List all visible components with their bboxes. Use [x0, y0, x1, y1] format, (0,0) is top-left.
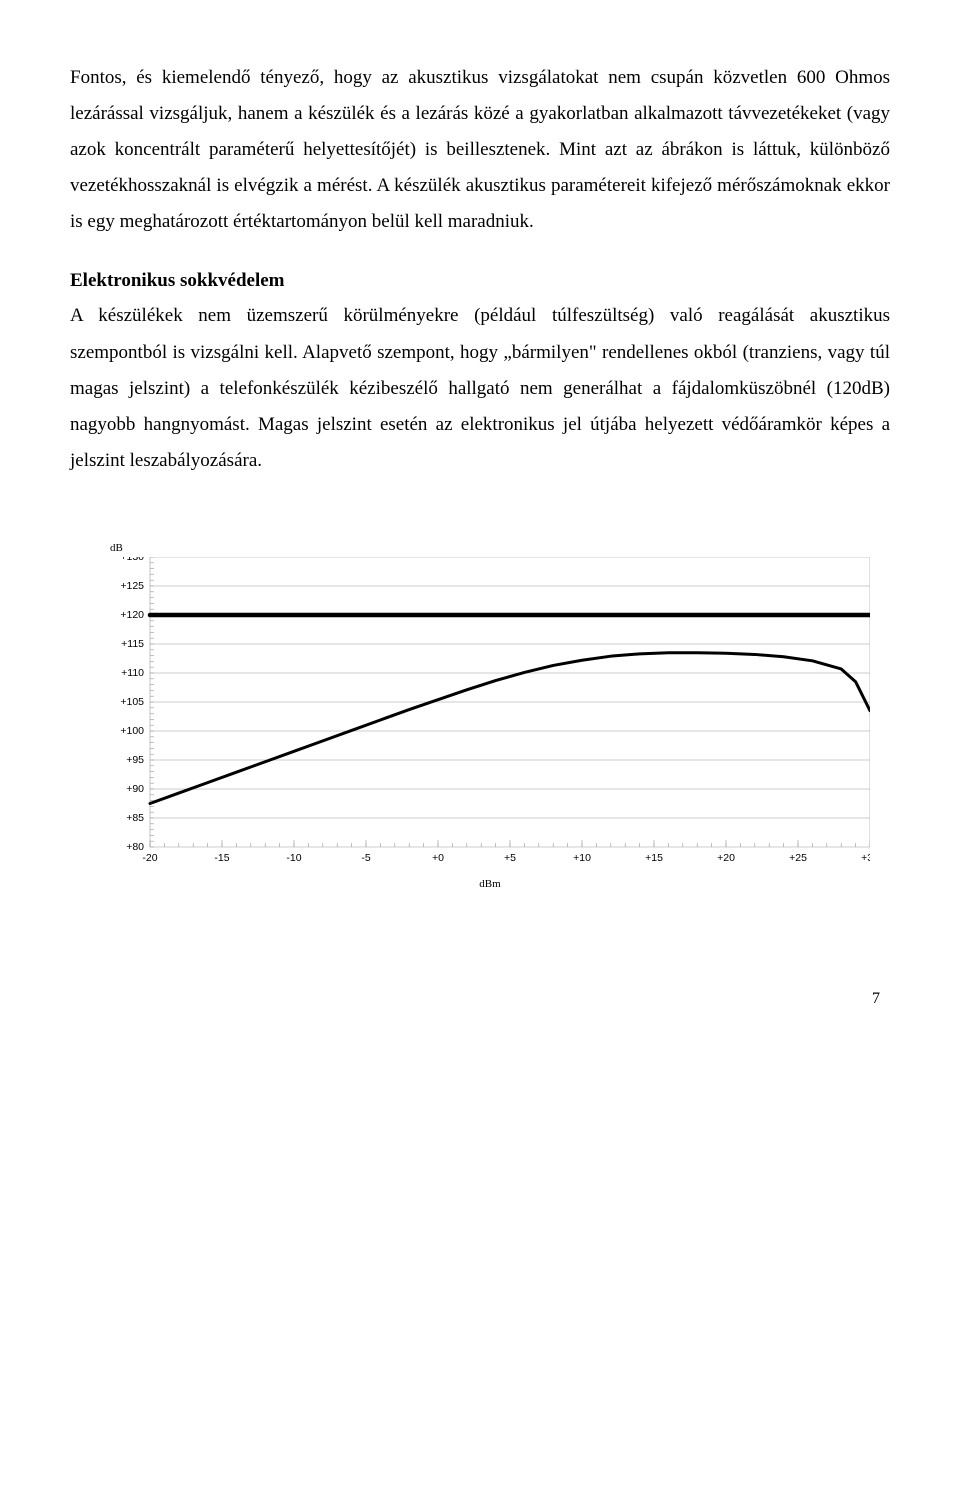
svg-text:+15: +15: [645, 852, 663, 864]
x-axis-label: dBm: [110, 878, 870, 890]
svg-text:+125: +125: [120, 580, 144, 592]
page-number: 7: [70, 990, 890, 1008]
svg-text:+110: +110: [121, 667, 144, 679]
svg-text:+105: +105: [120, 696, 144, 708]
svg-text:+100: +100: [120, 725, 144, 737]
line-chart: +130+125+120+115+110+105+100+95+90+85+80…: [110, 557, 870, 867]
svg-text:+115: +115: [121, 638, 144, 650]
heading-2: Elektronikus sokkvédelem: [70, 270, 890, 292]
svg-text:+30: +30: [861, 852, 870, 864]
paragraph-2: A készülékek nem üzemszerű körülményekre…: [70, 298, 890, 478]
svg-text:+0: +0: [432, 852, 444, 864]
svg-text:+10: +10: [573, 852, 591, 864]
chart-container: dB +130 +125 +120 +115 +110 +105 +100 +95 +90 +85…: [110, 539, 890, 890]
svg-text:+120: +120: [120, 609, 144, 621]
svg-text:+25: +25: [789, 852, 807, 864]
svg-text:-20: -20: [142, 852, 157, 864]
svg-text:-15: -15: [214, 852, 229, 864]
svg-text:+90: +90: [126, 783, 144, 795]
paragraph-1: Fontos, és kiemelendő tényező, hogy az a…: [70, 60, 890, 240]
svg-text:-5: -5: [361, 852, 370, 864]
svg-text:+5: +5: [504, 852, 516, 864]
svg-text:-10: -10: [286, 852, 301, 864]
y-axis-label: dB: [110, 542, 123, 554]
svg-text:+20: +20: [717, 852, 735, 864]
svg-text:+130: +130: [120, 557, 144, 563]
svg-text:+95: +95: [126, 754, 144, 766]
svg-text:+85: +85: [126, 812, 144, 824]
document-page: Fontos, és kiemelendő tényező, hogy az a…: [0, 0, 960, 1048]
